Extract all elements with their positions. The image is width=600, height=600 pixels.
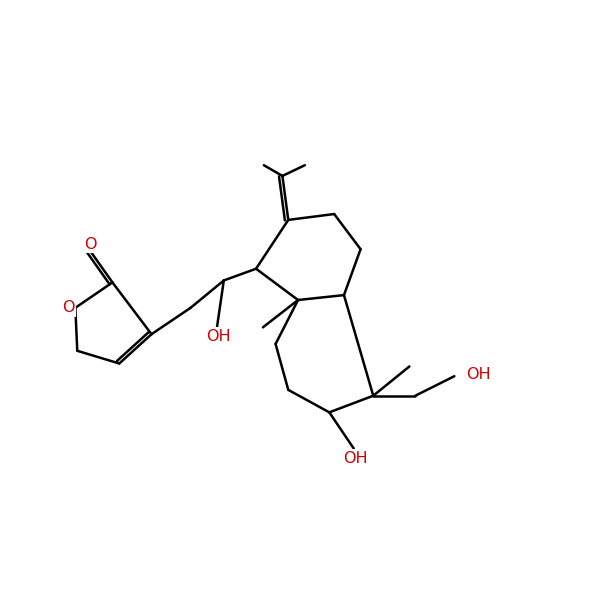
Text: OH: OH [343,451,368,466]
Text: OH: OH [206,329,231,344]
Text: O: O [62,301,75,316]
Text: O: O [84,237,96,252]
Text: OH: OH [466,367,491,382]
